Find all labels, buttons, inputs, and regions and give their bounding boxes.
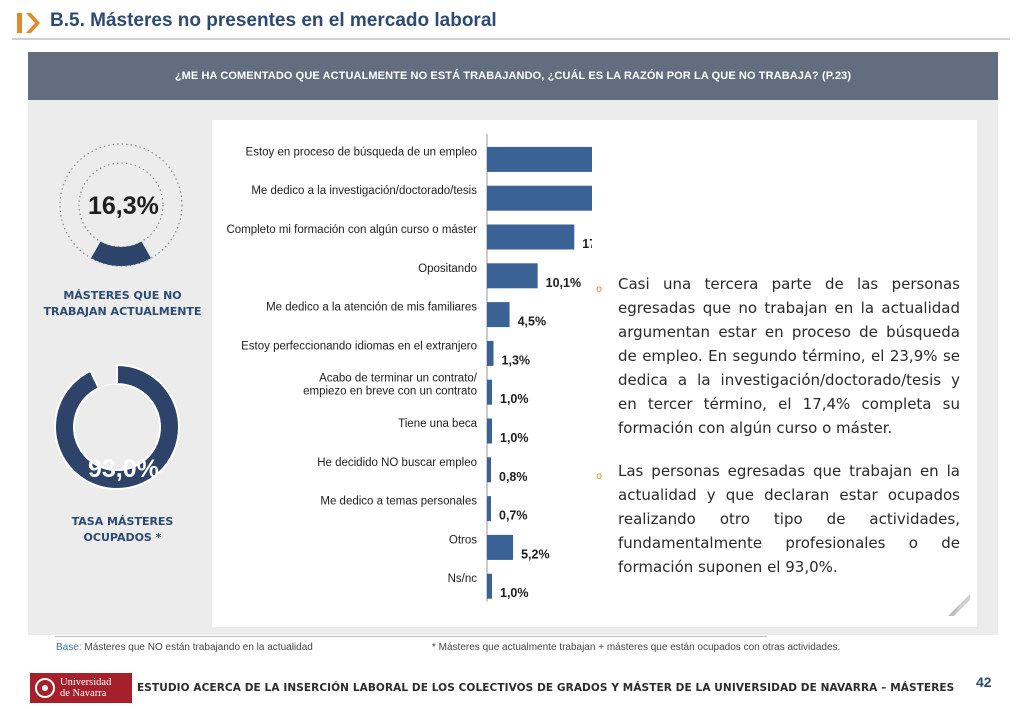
- value-label-3: 17,4%: [582, 237, 592, 251]
- category-label-7: Acabo de terminar un contrato/empiezo en…: [303, 373, 478, 398]
- bar-10: [487, 496, 491, 522]
- not-working-ring: [59, 143, 183, 267]
- bar-4: [487, 263, 538, 289]
- value-label-11: 5,2%: [521, 547, 550, 561]
- employed-label-line1: TASA MÁSTERES: [71, 515, 174, 528]
- value-label-9: 0,8%: [499, 470, 528, 484]
- bar-12: [487, 573, 493, 599]
- footer-study-title: ESTUDIO ACERCA DE LA INSERCIÓN LABORAL D…: [137, 682, 955, 694]
- category-label-6: Estoy perfeccionando idiomas en el extra…: [241, 340, 477, 352]
- base-label: Base:: [56, 642, 82, 653]
- value-label-12: 1,0%: [500, 586, 529, 600]
- category-label-12: Ns/nc: [448, 573, 478, 585]
- bar-6: [487, 340, 494, 366]
- commentary: o Casi una tercera parte de las personas…: [596, 272, 960, 598]
- university-name: Universidad de Navarra: [60, 677, 111, 699]
- category-label-5: Me dedico a la atención de mis familiare…: [266, 302, 477, 314]
- category-label-9: He decidido NO buscar empleo: [317, 457, 477, 469]
- page-title: B.5. Másteres no presentes en el mercado…: [50, 10, 497, 31]
- university-name-line2: de Navarra: [60, 688, 107, 699]
- not-working-ring-segment: [91, 241, 151, 266]
- category-label-3: Completo mi formación con algún curso o …: [226, 224, 477, 236]
- not-working-label-line2: TRABAJAN ACTUALMENTE: [43, 305, 202, 318]
- notes-divider: [55, 636, 767, 637]
- page-number: 42: [976, 674, 992, 690]
- question-text: ¿ME HA COMENTADO QUE ACTUALMENTE NO ESTÁ…: [174, 70, 852, 82]
- not-working-label-line1: MÁSTERES QUE NO: [63, 289, 182, 302]
- employed-label: TASA MÁSTERES OCUPADOS *: [40, 514, 205, 546]
- value-label-10: 0,7%: [499, 509, 528, 523]
- value-label-7: 1,0%: [500, 392, 529, 406]
- question-banner: ¿ME HA COMENTADO QUE ACTUALMENTE NO ESTÁ…: [28, 52, 998, 100]
- asterisk-note: * Másteres que actualmente trabajan + má…: [432, 642, 841, 653]
- category-label-8: Tiene una beca: [398, 418, 477, 430]
- bullet-dot-icon: o: [596, 471, 603, 482]
- bar-2: [487, 185, 592, 211]
- chart-panel: [212, 120, 977, 627]
- orange-chevron-icon: [17, 13, 40, 33]
- bar-3: [487, 224, 575, 250]
- value-label-8: 1,0%: [500, 431, 529, 445]
- bullet-dot-icon: o: [596, 284, 603, 295]
- commentary-bullet-2: o Las personas egresadas que trabajan en…: [596, 459, 960, 579]
- value-label-4: 10,1%: [546, 276, 581, 290]
- commentary-text-2: Las personas egresadas que trabajan en l…: [618, 462, 960, 576]
- employed-ring: [54, 364, 180, 490]
- category-label-2: Me dedico a la investigación/doctorado/t…: [251, 185, 477, 197]
- category-label-11: Otros: [449, 534, 477, 546]
- not-working-value: 16,3%: [88, 192, 159, 220]
- bar-9: [487, 457, 492, 483]
- employed-label-line2: OCUPADOS *: [83, 531, 162, 544]
- commentary-bullet-1: o Casi una tercera parte de las personas…: [596, 272, 960, 440]
- bar-8: [487, 418, 493, 444]
- commentary-text-1: Casi una tercera parte de las personas e…: [618, 275, 960, 437]
- university-name-line1: Universidad: [60, 677, 112, 688]
- category-label-10: Me dedico a temas personales: [320, 496, 477, 508]
- university-logo: Universidad de Navarra: [30, 673, 132, 703]
- not-working-label: MÁSTERES QUE NO TRABAJAN ACTUALMENTE: [40, 288, 205, 320]
- header-divider: [12, 38, 1010, 40]
- bar-7: [487, 379, 493, 405]
- reasons-bar-chart: Estoy en proceso de búsqueda de un emple…: [226, 134, 592, 602]
- base-note: Base: Másteres que NO están trabajando e…: [56, 642, 313, 653]
- bar-1: [487, 146, 592, 172]
- bar-5: [487, 302, 510, 328]
- value-label-5: 4,5%: [518, 315, 547, 329]
- employed-value: 93,0%: [88, 455, 159, 483]
- bar-11: [487, 534, 514, 560]
- page-fold-icon: [948, 594, 970, 616]
- base-text: Másteres que NO están trabajando en la a…: [84, 642, 313, 653]
- category-label-4: Opositando: [418, 263, 477, 275]
- university-seal-icon: [35, 678, 55, 698]
- category-label-1: Estoy en proceso de búsqueda de un emple…: [246, 146, 477, 158]
- value-label-6: 1,3%: [502, 353, 531, 367]
